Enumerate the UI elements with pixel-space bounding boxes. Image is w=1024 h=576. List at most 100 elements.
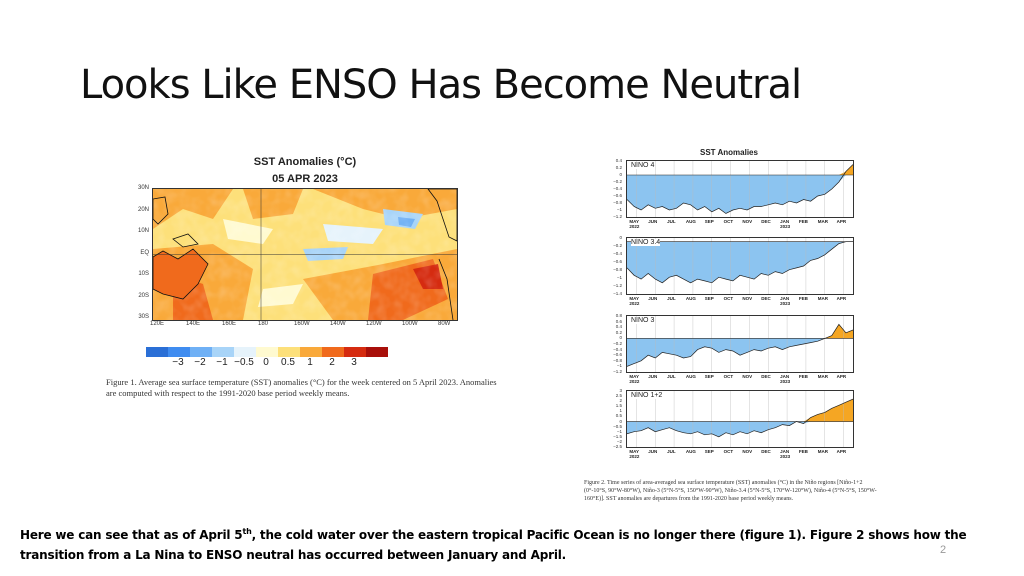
y-tick-label: −0.6 — [613, 193, 622, 198]
y-tick-label: −1 — [616, 207, 622, 212]
y-tick-label: 0 — [619, 335, 622, 341]
colorbar-tick: 0.5 — [281, 357, 295, 368]
nino-panel-label: NINO 4 — [631, 162, 655, 169]
nino-panel: NINO 4 — [626, 160, 854, 218]
month-label: JAN — [780, 449, 790, 454]
month-label: JUL — [667, 449, 676, 454]
y-tick-label: 0 — [619, 235, 622, 240]
month-label: JAN — [780, 374, 790, 379]
warm-anomaly-area — [627, 164, 853, 175]
month-label: SEP — [704, 449, 714, 454]
y-tick-label: −0.8 — [613, 267, 622, 272]
month-label: AUG — [685, 219, 696, 224]
month-label: MAR — [817, 219, 828, 224]
y-tick-label: −0.4 — [613, 251, 622, 256]
map-lon-label: 160W — [294, 321, 310, 327]
map-lon-label: 140W — [330, 321, 346, 327]
map-lat-label: 10S — [138, 271, 149, 277]
month-label: JUL — [667, 219, 676, 224]
map-lat-label: 20N — [137, 206, 149, 213]
year-label: 2023 — [780, 454, 791, 459]
colorbar-swatch — [168, 347, 190, 357]
y-tick-label: −0.2 — [613, 179, 622, 184]
month-label: JUL — [667, 374, 676, 379]
colorbar-swatch — [278, 347, 300, 357]
map-lat-label: 10N — [137, 228, 149, 234]
map-lat-label: 30N — [137, 185, 149, 191]
year-label: 2023 — [780, 224, 791, 229]
month-label: JUN — [648, 296, 658, 301]
y-tick-label: −1 — [616, 275, 622, 280]
month-label: DEC — [761, 296, 771, 301]
colorbar-swatch — [190, 347, 212, 357]
y-tick-label: 1 — [619, 408, 622, 414]
month-label: APR — [836, 374, 847, 379]
y-tick-label: 0.2 — [615, 165, 622, 170]
month-label: OCT — [723, 374, 734, 379]
nino-panel: NINO 3 — [626, 315, 854, 373]
month-label: FEB — [798, 219, 808, 224]
month-label: SEP — [704, 296, 714, 301]
y-tick-label: −1.2 — [613, 283, 622, 288]
map-lon-label: 140E — [186, 321, 201, 327]
warm-anomaly-area — [627, 324, 853, 339]
month-label: JAN — [780, 296, 790, 301]
month-label: MAR — [817, 374, 828, 379]
year-label: 2022 — [629, 379, 640, 384]
month-label: DEC — [761, 374, 771, 379]
year-label: 2022 — [629, 301, 640, 306]
month-label: AUG — [685, 296, 696, 301]
nino-panel: NINO 3.4 — [626, 237, 854, 295]
nino-plot — [627, 238, 853, 294]
y-tick-label: 0.4 — [615, 324, 622, 330]
month-label: DEC — [761, 449, 771, 454]
map-lon-label: 80W — [438, 321, 451, 327]
colorbar-tick: −2 — [194, 357, 206, 368]
anomaly-line — [627, 164, 853, 214]
y-tick-label: −0.8 — [613, 357, 622, 363]
colorbar-swatch — [366, 347, 388, 357]
anomaly-line — [627, 398, 853, 438]
colorbar-tick: −0.5 — [234, 357, 254, 368]
map-lat-label: 30S — [138, 314, 149, 320]
timeseries-title: SST Anomalies — [700, 148, 758, 157]
y-tick-label: 2 — [619, 398, 622, 404]
y-tick-label: −0.6 — [613, 259, 622, 264]
month-label: FEB — [798, 374, 808, 379]
month-label: JUN — [648, 219, 658, 224]
figure2-caption: Figure 2. Time series of area-averaged s… — [584, 480, 877, 502]
month-label: NOV — [742, 296, 753, 301]
map-title: SST Anomalies (°C) — [253, 156, 357, 168]
month-label: FEB — [798, 449, 808, 454]
nino-panel-label: NINO 1+2 — [631, 392, 663, 399]
colorbar-tick: 1 — [307, 357, 313, 368]
y-tick-label: −0.6 — [613, 352, 622, 358]
month-label: SEP — [704, 374, 714, 379]
y-tick-label: 0.5 — [615, 413, 622, 419]
y-tick-label: −0.4 — [613, 346, 622, 352]
year-label: 2023 — [780, 379, 791, 384]
map-lat-label: EQ — [140, 249, 149, 256]
warm-anomaly-area — [627, 399, 853, 422]
cold-anomaly-area — [627, 421, 853, 437]
month-label: AUG — [685, 449, 696, 454]
month-label: JUL — [667, 296, 676, 301]
map-lon-label: 120E — [150, 321, 165, 327]
month-label: JAN — [780, 219, 790, 224]
month-label: OCT — [723, 219, 734, 224]
y-tick-label: 0.4 — [615, 158, 622, 163]
y-tick-label: 0.2 — [615, 329, 622, 335]
cold-anomaly-area — [627, 241, 853, 283]
map-lon-label: 160E — [222, 321, 237, 327]
nino-plot — [627, 391, 853, 447]
nino-plot — [627, 316, 853, 372]
month-label: APR — [836, 219, 847, 224]
month-label: JUN — [648, 449, 658, 454]
map-lat-label: 20S — [138, 292, 149, 299]
month-label: MAY — [629, 374, 639, 379]
page-number: 2 — [940, 544, 947, 556]
month-label: FEB — [798, 296, 808, 301]
year-label: 2023 — [780, 301, 791, 306]
month-label: MAR — [817, 449, 828, 454]
colorbar-swatch — [344, 347, 366, 357]
